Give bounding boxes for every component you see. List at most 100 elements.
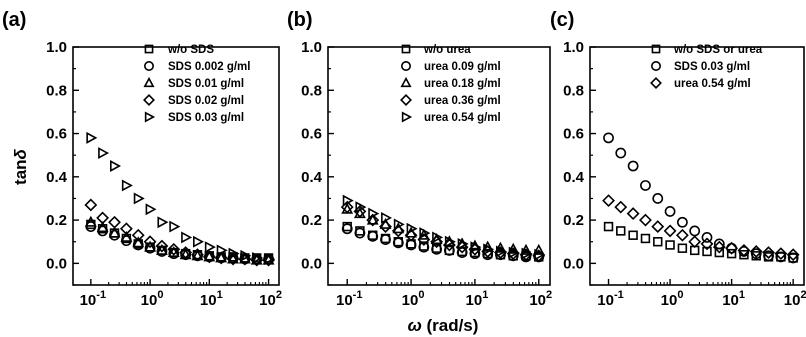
legend-label: SDS 0.03 g/ml [168,112,244,124]
data-point [457,237,469,250]
panel-c: (c) 0.0 0.2 0.4 0.6 0.8 1.0 10-1 100 101 102 w/o SD… [550,9,806,309]
data-point [204,241,216,254]
data-point [749,245,763,258]
x-tick-label: 10-1 [336,289,362,309]
data-point [725,241,739,255]
x-tick-label: 100 [661,289,684,309]
y-tick-label: 0.2 [301,212,322,229]
data-point [191,248,204,262]
legend-label: urea 0.36 g/ml [424,95,501,107]
y-tick-label: 0.0 [563,255,584,272]
data-point [616,226,626,236]
x-tick-label: 101 [466,289,489,309]
data-point [393,218,405,231]
data-point [227,252,239,264]
data-point [132,236,145,248]
data-point [713,238,725,250]
data-point [640,233,651,244]
y-tick-label: 0.0 [301,255,322,272]
data-point [663,224,677,238]
data-point [737,243,751,257]
data-point [228,247,240,260]
y-tick-label: 0.4 [301,169,323,186]
data-point [532,243,545,255]
data-point [341,223,353,235]
legend-marker [401,44,411,54]
data-point [431,243,443,255]
legend-label: SDS 0.02 g/ml [168,95,244,107]
data-point [238,252,251,264]
data-point [651,220,665,234]
y-tick-label: 0.0 [46,255,67,272]
legend-marker [650,77,662,89]
data-point [98,147,110,159]
data-point [726,248,737,259]
data-point [763,250,774,262]
data-point [508,246,520,259]
plot-frame [327,46,551,286]
data-point [108,215,121,229]
legend-label: urea 0.18 g/ml [424,78,501,90]
panel-b: (b) 0.0 0.2 0.4 0.6 0.8 1.0 10-1 100 101 102 w/o ur… [287,9,552,309]
data-point [143,235,157,249]
x-tick-label: 100 [402,289,425,309]
series-2 [602,194,800,262]
legend-marker [651,44,661,54]
data-point [603,221,614,232]
y-tick-label: 0.2 [46,212,67,229]
data-point [214,251,228,265]
data-point [652,193,664,204]
legend-marker [143,94,155,106]
legend-label: w/o urea [423,44,471,56]
data-point [366,213,379,225]
panel-a: (a) 0.0 0.2 0.4 0.6 0.8 1.0 10-1 100 101 102 w/o SD… [2,9,282,309]
panel-label: (c) [550,9,574,31]
data-point [96,211,110,225]
y-tick-label: 1.0 [46,39,67,56]
data-point [639,213,652,227]
data-point [700,237,714,251]
data-point [392,237,404,249]
y-axis-title: tanδ [11,148,30,185]
data-point [379,220,392,234]
data-point [418,241,430,253]
x-tick-label: 102 [259,289,282,309]
data-point [84,198,98,212]
data-point [84,215,97,227]
legend-label: urea 0.54 g/ml [674,78,751,90]
data-point [786,248,800,262]
data-point [689,225,701,237]
x-tick-label: 101 [200,289,223,309]
data-point [665,240,675,250]
data-point [203,250,216,262]
data-point [216,244,228,257]
data-point [192,235,204,248]
x-tick-label: 101 [722,289,745,309]
legend-marker [650,60,661,71]
y-tick-label: 0.8 [563,82,584,99]
legend: w/o SDS SDS 0.002 g/ml SDS 0.01 g/ml SDS 0.… [143,44,250,124]
x-tick-label: 100 [141,289,164,309]
data-point [264,253,276,265]
plot-frame [72,46,280,286]
data-point [179,246,193,259]
data-point [774,247,788,261]
data-point [750,248,762,260]
data-point [120,230,133,242]
data-point [96,221,109,233]
data-point [615,147,627,159]
legend-marker [400,76,412,88]
series-4 [86,131,276,265]
data-point [676,216,688,228]
data-point [603,132,614,144]
series-1 [603,132,799,264]
data-point [602,194,615,208]
data-point [108,226,121,238]
x-axis-title: ω (rad/s) [408,316,479,335]
data-point [367,230,379,242]
legend-marker [143,76,155,88]
data-point [688,235,702,249]
data-point [495,249,506,261]
data-point [507,250,519,262]
x-tick-label: 102 [784,289,806,309]
